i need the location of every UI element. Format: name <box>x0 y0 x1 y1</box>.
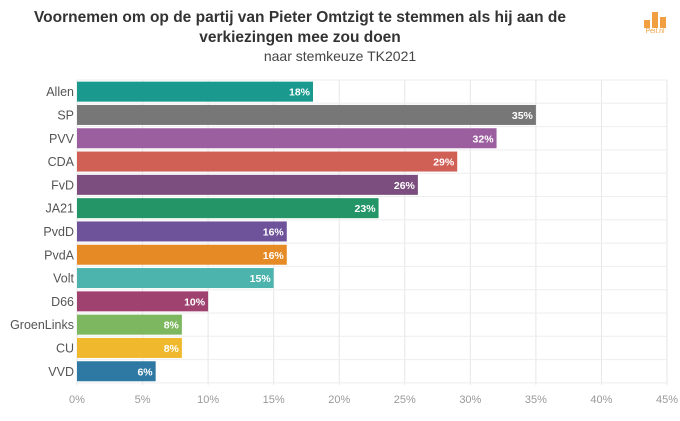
category-label: Allen <box>46 85 74 99</box>
bar <box>77 198 379 219</box>
category-label: PVV <box>49 132 75 146</box>
x-tick-label: 30% <box>459 394 481 406</box>
data-label: 8% <box>164 320 180 332</box>
data-label: 15% <box>250 273 272 285</box>
x-tick-label: 5% <box>135 394 151 406</box>
data-label: 35% <box>512 110 534 122</box>
bar <box>77 291 209 312</box>
bar <box>77 361 156 382</box>
category-label: GroenLinks <box>10 318 74 332</box>
data-label: 16% <box>263 250 285 262</box>
bar <box>77 104 536 125</box>
x-tick-label: 10% <box>197 394 219 406</box>
category-label: FvD <box>51 178 74 192</box>
category-label: Volt <box>53 272 74 286</box>
bar <box>77 151 458 172</box>
chart-title: Voornemen om op de partij van Pieter Omt… <box>33 9 566 46</box>
x-tick-label: 15% <box>263 394 285 406</box>
data-label: 23% <box>355 203 377 215</box>
bar <box>77 244 287 265</box>
category-label: VVD <box>48 365 74 379</box>
x-tick-label: 20% <box>328 394 350 406</box>
bar <box>77 128 497 149</box>
data-label: 32% <box>473 133 495 145</box>
bar <box>77 221 287 242</box>
category-label: CDA <box>48 155 75 169</box>
chart-subtitle: naar stemkeuze TK2021 <box>263 48 417 64</box>
data-label: 16% <box>263 226 285 238</box>
bar <box>77 268 274 289</box>
bar-chart-icon <box>644 12 666 28</box>
logo-text: Peil.nl <box>645 28 665 35</box>
x-tick-label: 40% <box>590 394 612 406</box>
data-label: 29% <box>433 157 455 169</box>
data-label: 10% <box>184 296 206 308</box>
x-tick-label: 25% <box>394 394 416 406</box>
category-label: CU <box>56 341 74 355</box>
x-tick-label: 35% <box>525 394 547 406</box>
category-label: JA21 <box>46 202 75 216</box>
x-tick-label: 0% <box>69 394 85 406</box>
peil-logo: Peil.nl <box>640 10 670 38</box>
data-label: 18% <box>289 87 311 99</box>
category-label: D66 <box>51 295 74 309</box>
bar <box>77 337 182 358</box>
category-label: SP <box>57 108 74 122</box>
category-label: PvdA <box>44 248 75 262</box>
x-tick-label: 45% <box>656 394 678 406</box>
bar <box>77 174 418 195</box>
category-label: PvdD <box>43 225 74 239</box>
bar <box>77 314 182 335</box>
data-label: 26% <box>394 180 416 192</box>
data-label: 8% <box>164 343 180 355</box>
data-label: 6% <box>137 366 153 378</box>
bar <box>77 81 313 102</box>
